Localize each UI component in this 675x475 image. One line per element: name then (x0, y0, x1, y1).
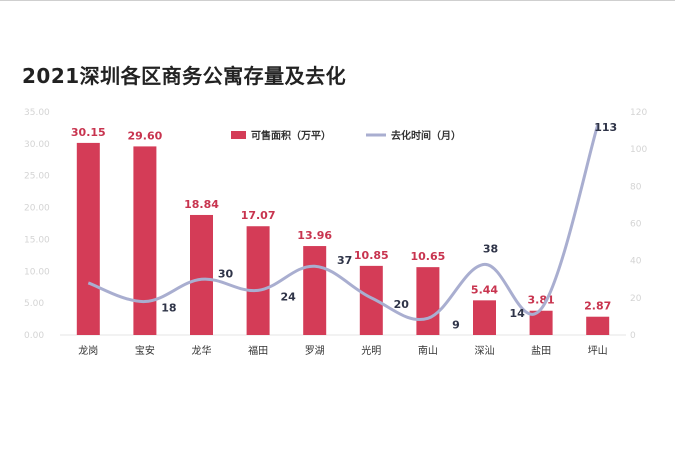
line-series: 18 30 24 37 20 9 38 14 113 (87, 121, 617, 331)
category-label: 坪山 (588, 344, 608, 357)
category-label: 光明 (361, 344, 381, 357)
category-label: 福田 (248, 344, 268, 357)
bar-value-label: 29.60 (128, 129, 163, 142)
bar-value-label: 17.07 (241, 209, 276, 222)
bar-series: 30.15 29.60 18.84 17.07 13.96 10.85 10.65 5.44 3… (71, 126, 611, 335)
chart-title: 2021深圳各区商务公寓存量及去化 (22, 64, 347, 88)
bar (473, 300, 496, 335)
right-tick-label: 100 (630, 145, 647, 155)
top-divider (0, 0, 675, 1)
left-tick-label: 15.00 (24, 235, 50, 245)
left-tick-label: 30.00 (24, 140, 50, 150)
category-label: 宝安 (135, 344, 155, 357)
right-tick-label: 20 (630, 294, 642, 304)
line-value-label: 30 (218, 267, 234, 280)
line-value-label: 24 (280, 290, 296, 303)
legend-bar-swatch (231, 131, 246, 139)
line-value-label: 37 (337, 254, 352, 267)
left-tick-label: 5.00 (24, 299, 44, 309)
bar (303, 246, 327, 335)
line-value-label: 20 (394, 298, 410, 311)
bar (133, 146, 157, 335)
bar-value-label: 30.15 (71, 126, 106, 139)
line-value-label: 18 (161, 302, 176, 315)
line-value-label: 14 (509, 307, 525, 320)
bar (246, 226, 270, 335)
right-tick-label: 60 (630, 220, 642, 230)
line-value-label: 9 (452, 318, 460, 331)
legend-bar-label: 可售面积（万平） (251, 129, 331, 142)
bar (416, 267, 440, 335)
category-label: 龙华 (192, 344, 212, 357)
legend: 可售面积（万平） 去化时间（月） (231, 129, 461, 142)
legend-line-label: 去化时间（月） (391, 129, 461, 142)
bar-value-label: 5.44 (471, 283, 498, 296)
right-tick-label: 80 (630, 182, 642, 192)
bar (76, 142, 100, 335)
left-tick-label: 0.00 (24, 331, 44, 341)
right-axis: 0 20 40 60 80 100 120 (630, 108, 647, 341)
right-tick-label: 120 (630, 108, 647, 118)
bar-value-label: 3.81 (528, 294, 555, 307)
bar-value-label: 10.85 (354, 249, 389, 262)
bar-value-label: 18.84 (184, 198, 219, 211)
bar (529, 310, 553, 335)
category-axis: 龙岗 宝安 龙华 福田 罗湖 光明 南山 深汕 盐田 坪山 (78, 344, 607, 357)
right-tick-label: 40 (630, 257, 642, 267)
line-value-label: 38 (483, 242, 498, 255)
right-tick-label: 0 (630, 331, 636, 341)
left-tick-label: 10.00 (24, 267, 50, 277)
category-label: 深汕 (475, 345, 495, 357)
category-label: 罗湖 (305, 345, 325, 357)
bar (586, 316, 610, 335)
bar-value-label: 10.65 (411, 250, 446, 263)
bar (359, 265, 383, 335)
bar-value-label: 2.87 (584, 300, 611, 313)
category-label: 南山 (418, 344, 438, 357)
left-tick-label: 25.00 (24, 172, 50, 182)
left-tick-label: 20.00 (24, 204, 50, 214)
bar-value-label: 13.96 (297, 229, 332, 242)
category-label: 盐田 (531, 344, 551, 357)
line-path (87, 124, 600, 321)
category-label: 龙岗 (78, 344, 98, 357)
left-tick-label: 35.00 (24, 108, 50, 118)
bar (190, 214, 213, 335)
line-value-label: 113 (594, 121, 617, 134)
